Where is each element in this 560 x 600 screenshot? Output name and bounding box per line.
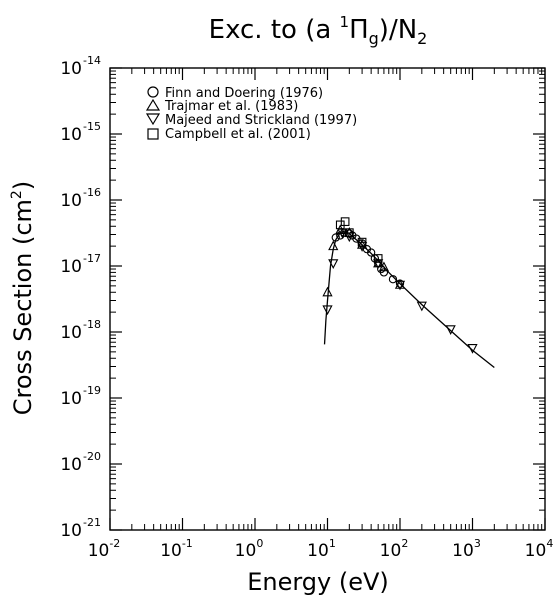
x-tick-label-base: 10 (452, 541, 474, 561)
title-subscript: g (369, 29, 379, 48)
y-tick-label-base: 10 (60, 389, 82, 409)
x-tick-label: 101 (307, 537, 336, 561)
legend-entry-finn: Finn and Doering (1976) (147, 86, 323, 101)
data-point-square (344, 228, 354, 238)
data-point-circle (366, 248, 376, 257)
x-tick-label-base: 10 (380, 541, 402, 561)
legend-marker-square (147, 128, 159, 140)
x-tick-label-exponent: -1 (182, 537, 193, 550)
data-point-triangle-up (378, 261, 390, 272)
x-tick-label: 100 (235, 537, 264, 561)
data-point-triangle-down (373, 259, 384, 269)
data-point-triangle-down (445, 325, 456, 335)
x-tick-label-exponent: 3 (474, 537, 481, 550)
x-tick-label: 102 (380, 537, 409, 561)
y-tick-label-exponent: -18 (83, 318, 101, 331)
x-tick-label-exponent: 4 (546, 537, 553, 550)
data-point-triangle-down (394, 280, 406, 291)
legend-label-campbell: Campbell et al. (2001) (165, 127, 311, 142)
y-tick-label: 10 (60, 191, 82, 211)
data-point-square (335, 220, 345, 230)
x-tick-label: 103 (452, 537, 481, 561)
x-tick-label-base: 10 (88, 541, 110, 561)
data-point-square (373, 254, 383, 263)
x-tick-label: 10-2 (88, 537, 121, 561)
data-point-square (357, 237, 367, 247)
data-point-triangle-up (328, 240, 339, 251)
title-suffix-subscript: 2 (417, 29, 427, 48)
x-tick-label-base: 10 (235, 541, 257, 561)
y-tick-label: 10 (60, 257, 82, 277)
legend: Finn and Doering (1976) Trajmar et al. (… (145, 86, 357, 142)
legend-entry-majeed: Majeed and Strickland (1997) (145, 113, 357, 128)
title-superscript: 1 (340, 13, 350, 31)
data-point-triangle-down (416, 301, 427, 312)
title-symbol: Π (349, 15, 369, 45)
x-tick-label: 104 (525, 537, 554, 561)
y-tick-label-base: 10 (60, 257, 82, 277)
chart-title: Exc. to (a 1Πg)/N2 (209, 13, 428, 48)
x-axis-label: Energy (eV) (247, 568, 389, 596)
y-tick-label: 10 (60, 521, 82, 541)
y-tick-label-exponent: -20 (83, 450, 101, 463)
title-prefix: Exc. to (a (209, 15, 340, 45)
y-tick-label: 10 (60, 125, 82, 145)
y-tick-label-base: 10 (60, 125, 82, 145)
x-tick-label-exponent: 0 (256, 537, 263, 550)
legend-marker-circle (147, 86, 159, 98)
y-axis-label-superscript: 2 (9, 190, 25, 199)
y-tick-label: 10 (60, 323, 82, 343)
data-point-triangle-down (356, 242, 368, 252)
x-tick-label-exponent: 2 (401, 537, 408, 550)
y-axis-label-end: ) (9, 181, 37, 190)
data-point-triangle-up (356, 239, 368, 249)
x-tick-label-base: 10 (525, 541, 547, 561)
data-point-circle (379, 268, 389, 277)
y-tick-label-base: 10 (60, 455, 82, 475)
y-tick-label-base: 10 (60, 521, 82, 541)
data-point-triangle-up (322, 286, 333, 297)
legend-label-majeed: Majeed and Strickland (1997) (165, 113, 357, 128)
x-tick-label-exponent: 1 (329, 537, 336, 550)
x-tick-label-base: 10 (160, 541, 182, 561)
legend-label-trajmar: Trajmar et al. (1983) (164, 99, 298, 114)
legend-marker-triangle-down (145, 113, 161, 126)
y-tick-label-base: 10 (60, 323, 82, 343)
y-tick-label: 10 (60, 59, 82, 79)
data-point-triangle-down (467, 344, 478, 354)
x-tick-label-base: 10 (307, 541, 329, 561)
y-tick-label-base: 10 (60, 191, 82, 211)
y-tick-label-exponent: -17 (83, 252, 101, 265)
y-tick-label-exponent: -21 (83, 516, 101, 529)
legend-entry-trajmar: Trajmar et al. (1983) (145, 98, 298, 114)
y-tick-label-exponent: -19 (83, 384, 101, 397)
legend-entry-campbell: Campbell et al. (2001) (147, 127, 311, 142)
y-axis-label: Cross Section (cm2) (9, 181, 37, 415)
y-tick-label-exponent: -15 (83, 120, 101, 133)
y-tick-label-exponent: -14 (83, 54, 101, 67)
data-point-triangle-down (328, 259, 339, 269)
plot-area: 10-2 10-1 100 101 102 103 10410-2110-2010-1910… (60, 54, 553, 561)
y-axis-label-main: Cross Section (cm (9, 199, 37, 415)
legend-marker-triangle-up (145, 98, 161, 111)
legend-label-finn: Finn and Doering (1976) (165, 86, 323, 101)
fit-curve (323, 230, 495, 368)
data-point-square (340, 217, 350, 226)
data-point-circle (388, 275, 398, 284)
x-tick-label: 10-1 (160, 537, 193, 561)
y-tick-label: 10 (60, 389, 82, 409)
y-tick-label-base: 10 (60, 59, 82, 79)
x-tick-label-exponent: -2 (109, 537, 120, 550)
y-tick-label: 10 (60, 455, 82, 475)
data-point-triangle-down (322, 305, 333, 316)
y-tick-label-exponent: -16 (83, 186, 101, 199)
title-suffix: )/N (379, 15, 417, 45)
